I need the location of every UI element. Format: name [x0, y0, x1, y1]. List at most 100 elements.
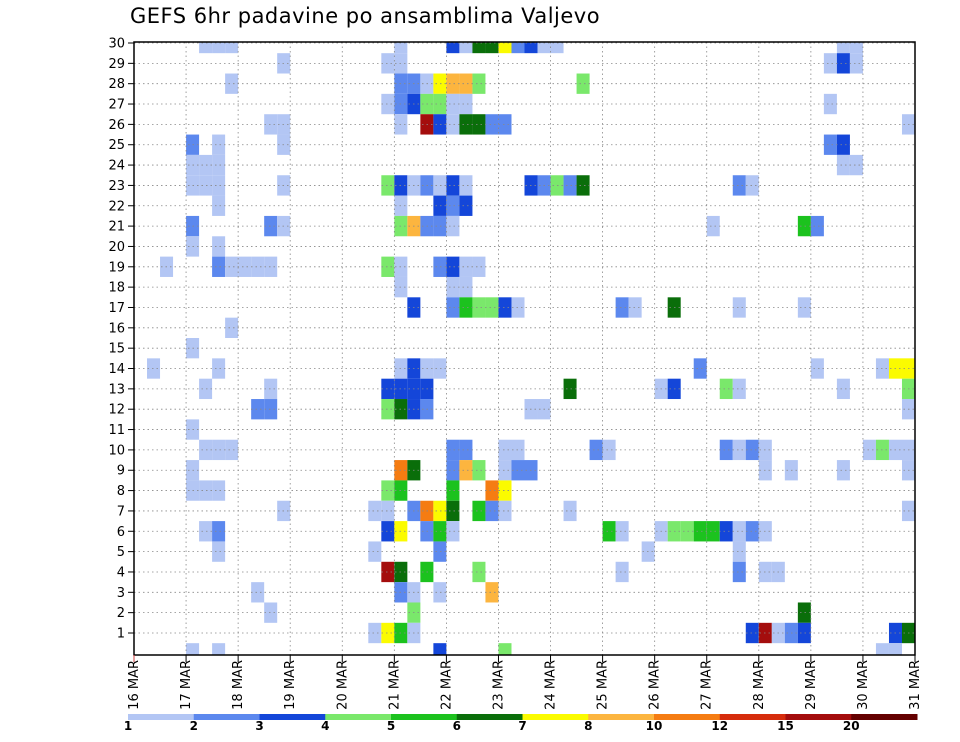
heat-cell — [615, 521, 629, 542]
heat-cell — [459, 256, 473, 277]
heat-cell — [589, 439, 603, 461]
heat-cell — [524, 42, 538, 54]
heat-cell — [251, 582, 265, 603]
heat-cell — [433, 175, 447, 196]
colorbar-label: 8 — [584, 719, 593, 733]
colorbar-label: 7 — [518, 719, 527, 733]
heat-cell — [225, 317, 239, 338]
colorbar-swatch — [325, 714, 392, 720]
heat-cell — [797, 215, 811, 237]
y-tick-label: 8 — [117, 484, 125, 499]
heat-cell — [212, 643, 226, 655]
heat-cell — [823, 93, 837, 115]
heat-cell — [212, 236, 226, 257]
heat-cell — [264, 378, 278, 400]
heat-cell — [212, 154, 226, 176]
y-tick-label: 30 — [108, 37, 125, 52]
heat-cell — [433, 358, 447, 379]
colorbar-label: 1 — [123, 719, 133, 733]
y-tick-label: 7 — [117, 504, 125, 519]
heat-cell — [550, 42, 564, 54]
y-tick-label: 17 — [108, 301, 125, 316]
y-tick-label: 5 — [117, 545, 125, 560]
heat-cell — [472, 114, 486, 135]
colorbar-label: 15 — [777, 719, 794, 733]
heat-cell — [446, 500, 460, 522]
heat-cell — [446, 439, 460, 461]
y-tick-label: 23 — [108, 179, 125, 194]
heat-cell — [823, 53, 837, 74]
heat-cell — [810, 358, 824, 379]
heat-cell — [433, 256, 447, 277]
heat-cell — [446, 93, 460, 115]
colorbar-swatch — [654, 714, 721, 720]
heat-cell — [459, 439, 473, 461]
heat-cell — [797, 622, 811, 644]
heat-cell — [498, 480, 512, 501]
heat-cell — [498, 42, 512, 54]
heat-cell — [459, 42, 473, 54]
colorbar-swatch — [456, 714, 523, 720]
heat-cell — [446, 480, 460, 501]
heat-cell — [381, 256, 395, 277]
colorbar-label: 6 — [452, 719, 461, 733]
heat-cell — [212, 521, 226, 542]
heat-cell — [849, 42, 863, 54]
y-tick-label: 4 — [117, 565, 125, 580]
heat-cell — [381, 500, 395, 522]
heat-cell — [693, 521, 707, 542]
heat-cell — [381, 175, 395, 196]
heat-cell — [719, 521, 733, 542]
heat-cell — [537, 42, 551, 54]
x-tick-label: 29 MAR — [804, 660, 819, 710]
heat-cell — [732, 297, 746, 318]
heat-cell — [745, 622, 759, 644]
heat-cell — [212, 256, 226, 277]
heat-cell — [381, 561, 395, 583]
heat-cell — [797, 297, 811, 318]
x-axis: 16 MAR 17 MAR 18 MAR 19 MAR 20 MAR 21 MAR 22 M… — [127, 655, 923, 710]
heat-cell — [485, 480, 499, 501]
y-tick-label: 1 — [117, 627, 125, 642]
colorbar — [128, 714, 918, 720]
y-tick-label: 14 — [108, 362, 125, 377]
heat-cell — [212, 480, 226, 501]
heat-cell — [836, 134, 850, 155]
heat-cell — [381, 521, 395, 542]
x-tick-label: 27 MAR — [700, 660, 715, 710]
heat-cell — [199, 175, 213, 196]
y-tick-label: 13 — [108, 382, 125, 397]
heat-cell — [719, 378, 733, 400]
heat-cell — [472, 297, 486, 318]
colorbar-swatch — [851, 714, 918, 720]
y-tick-label: 18 — [108, 281, 125, 296]
colorbar-swatch — [588, 714, 655, 720]
heat-cell — [472, 256, 486, 277]
heat-cell — [836, 53, 850, 74]
colorbar-label: 3 — [255, 719, 264, 733]
y-tick-label: 24 — [108, 159, 125, 174]
y-tick-label: 21 — [108, 220, 125, 235]
heat-cell — [225, 256, 239, 277]
heat-cell — [264, 602, 278, 623]
heat-cell — [498, 500, 512, 522]
heat-cell — [706, 521, 720, 542]
heat-cell — [433, 541, 447, 562]
colorbar-swatch — [259, 714, 326, 720]
heat-cell — [680, 521, 694, 542]
heat-cell — [212, 541, 226, 562]
heat-cell — [186, 643, 200, 655]
heat-cell — [888, 643, 902, 655]
heat-cell — [446, 73, 460, 94]
heat-cell — [498, 439, 512, 461]
heat-cell — [368, 622, 382, 644]
chart-title: GEFS 6hr padavine po ansamblima Valjevo — [130, 4, 601, 28]
heat-cell — [823, 134, 837, 155]
heat-cell — [251, 256, 265, 277]
heat-cell — [472, 73, 486, 94]
heat-cell — [485, 42, 499, 54]
y-tick-label: 22 — [108, 199, 125, 214]
heat-cell — [381, 399, 395, 420]
heat-cell — [212, 175, 226, 196]
